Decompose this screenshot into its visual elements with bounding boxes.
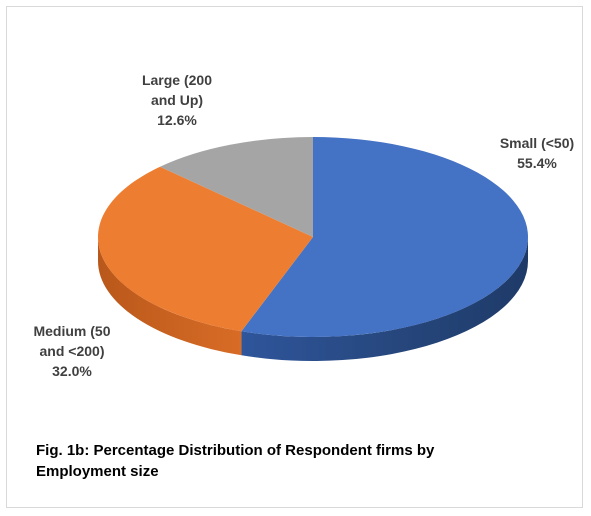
pie-side-small — [241, 237, 529, 361]
figure-caption: Fig. 1b: Percentage Distribution of Resp… — [36, 440, 566, 482]
slice-label-small-line1: Small (<50) — [500, 135, 574, 151]
pie-slice-small — [241, 137, 529, 337]
pie-tops — [97, 137, 529, 337]
pie-sides — [98, 237, 529, 361]
slice-label-medium-line2: and <200) — [40, 343, 105, 359]
pie-slice-medium — [97, 166, 313, 332]
slice-value-large: 12.6% — [157, 112, 197, 128]
pie-side-medium — [98, 237, 242, 356]
slice-value-small: 55.4% — [517, 155, 557, 171]
slice-label-medium: Medium (50 and <200) 32.0% — [33, 323, 110, 379]
pie-slice-large — [160, 137, 313, 237]
slice-label-large: Large (200 and Up) 12.6% — [142, 72, 212, 128]
figure-caption-line2: Employment size — [36, 463, 159, 480]
figure-caption-line1: Fig. 1b: Percentage Distribution of Resp… — [36, 442, 435, 459]
slice-label-medium-line1: Medium (50 — [33, 323, 110, 339]
slice-label-small: Small (<50) 55.4% — [500, 135, 574, 171]
slice-label-large-line1: Large (200 — [142, 72, 212, 88]
slice-value-medium: 32.0% — [52, 363, 92, 379]
slice-label-large-line2: and Up) — [151, 92, 203, 108]
